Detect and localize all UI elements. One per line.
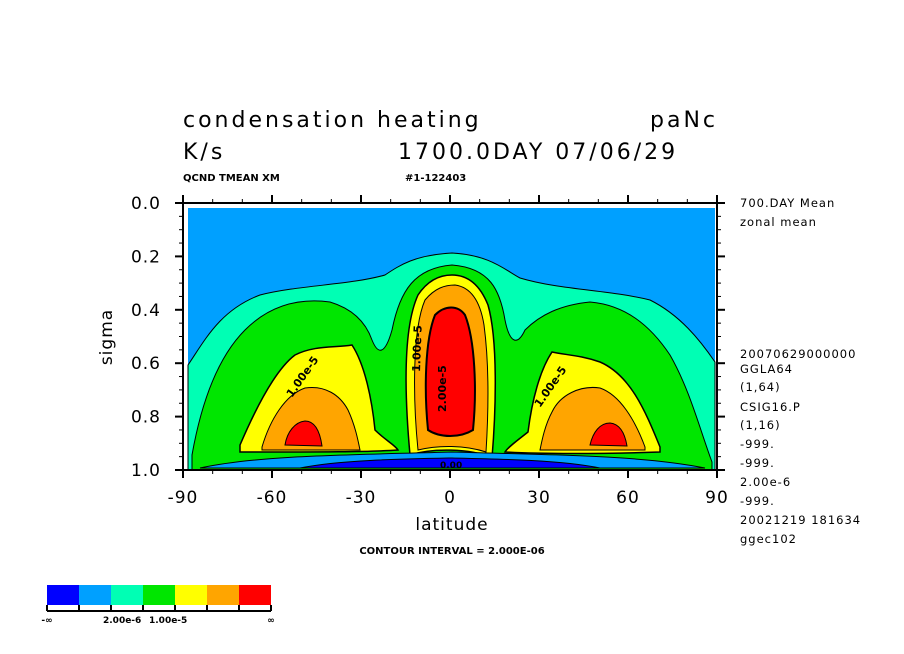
units-label: K/s: [183, 140, 226, 165]
colorbar-label: ∞: [267, 616, 275, 626]
x-tick-label: -30: [346, 488, 377, 508]
x-tick-label: -90: [168, 488, 199, 508]
fill-level-1: [299, 457, 601, 469]
fill-level-6-south: [261, 386, 361, 451]
x-tick-label: -60: [257, 488, 288, 508]
colorbar-swatch: [47, 585, 79, 605]
y-tick-label: 0.6: [131, 354, 161, 374]
time-label: 1700.0DAY 07/06/29: [398, 140, 679, 165]
side-info-line: CSIG16.P: [740, 400, 801, 414]
side-info-line: 700.DAY Mean: [740, 196, 836, 210]
colorbar-swatch: [175, 585, 207, 605]
fill-level-7-south: [284, 420, 323, 447]
colorbar-label: 2.00e-6: [103, 616, 141, 626]
side-info-line: 20070629000000: [740, 347, 857, 361]
x-axis-label: latitude: [415, 515, 488, 535]
colorbar-swatch: [207, 585, 239, 605]
contour-label: 1.00e-5: [410, 325, 425, 372]
y-tick-label: 0.8: [131, 408, 161, 428]
y-tick-label: 1.0: [131, 461, 161, 481]
plot-title: condensation heating: [183, 108, 482, 133]
contour-fills: [187, 208, 716, 471]
colorbar-label: -∞: [41, 616, 52, 626]
x-tick-label: 60: [616, 488, 640, 508]
y-tick-label: 0.2: [131, 247, 161, 267]
side-info-line: -999.: [740, 437, 775, 451]
axes: -90 -60 -30 0 30 60 90 0.0 0.2 0.4 0.6 0.8 1.0: [131, 194, 729, 508]
fill-level-7-tropics: [424, 306, 476, 437]
side-info-line: ggec102: [740, 532, 797, 546]
variable-info: QCND TMEAN XM: [183, 173, 280, 184]
colorbar-swatch: [143, 585, 175, 605]
side-info-line: -999.: [740, 494, 775, 508]
file-id: #1-122403: [405, 173, 467, 184]
y-axis-label: sigma: [97, 309, 117, 365]
fill-level-7-north: [589, 422, 628, 447]
x-tick-label: 0: [444, 488, 456, 508]
side-info-line: (1,64): [740, 380, 781, 394]
contour-label: 2.00e-5: [436, 365, 449, 412]
x-tick-label: 30: [527, 488, 551, 508]
run-id: paNc: [650, 108, 718, 133]
colorbar-swatch: [79, 585, 111, 605]
side-info-line: (1,16): [740, 418, 781, 432]
y-tick-label: 0.0: [131, 194, 161, 214]
x-tick-label: 90: [705, 488, 729, 508]
colorbar-swatch: [239, 585, 271, 605]
contour-label: 0.00: [440, 461, 462, 471]
side-info-line: 20021219 181634: [740, 513, 862, 527]
side-info-line: 2.00e-6: [740, 475, 792, 489]
side-info-line: GGLA64: [740, 362, 793, 376]
colorbar: -∞ 2.00e-6 1.00e-5 ∞: [41, 585, 275, 626]
contour-interval-label: CONTOUR INTERVAL = 2.000E-06: [359, 546, 544, 557]
colorbar-swatch: [111, 585, 143, 605]
colorbar-label: 1.00e-5: [149, 616, 187, 626]
side-info-line: -999.: [740, 456, 775, 470]
side-info-line: zonal mean: [740, 215, 817, 229]
y-tick-label: 0.4: [131, 301, 161, 321]
